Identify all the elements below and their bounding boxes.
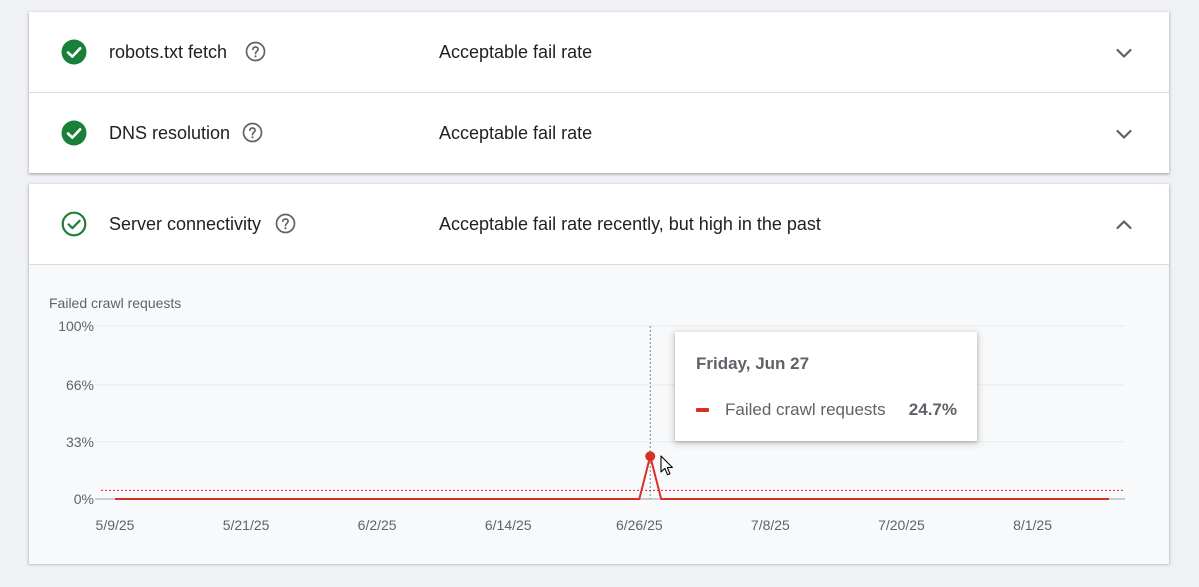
check-status: Acceptable fail rate [439, 42, 593, 62]
x-tick-label: 5/21/25 [223, 517, 270, 533]
check-status: Acceptable fail rate [439, 123, 593, 143]
x-axis-ticks: 5/9/25 5/21/25 6/2/25 6/14/25 6/26/25 7/8/25 7… [96, 517, 1053, 533]
y-tick-label: 0% [74, 491, 94, 507]
x-tick-label: 6/26/25 [616, 517, 663, 533]
check-row-server[interactable]: Server connectivity Acceptable fail rate… [29, 184, 1169, 264]
chevron-down-icon[interactable] [1113, 123, 1135, 145]
check-circle-filled-icon [61, 120, 87, 146]
tooltip-series-swatch [696, 408, 709, 412]
y-axis-ticks: 0% 33% 66% 100% [58, 318, 94, 507]
highlight-point [645, 451, 656, 462]
chevron-up-icon[interactable] [1113, 214, 1135, 236]
check-title: Server connectivity [109, 214, 262, 234]
x-tick-label: 7/20/25 [878, 517, 925, 533]
crawl-checks-card: robots.txt fetch Acceptable fail rate DN… [29, 12, 1169, 173]
check-status: Acceptable fail rate recently, but high … [439, 214, 821, 234]
mouse-pointer-icon [660, 455, 673, 476]
y-tick-label: 33% [66, 434, 94, 450]
x-tick-label: 8/1/25 [1013, 517, 1052, 533]
server-connectivity-card: Server connectivity Acceptable fail rate… [29, 184, 1169, 564]
y-tick-label: 100% [58, 318, 94, 334]
failed-crawl-chart: Failed crawl requests 0% 33% 66% 100% 5/9/2… [29, 264, 1169, 564]
check-row-dns[interactable]: DNS resolution Acceptable fail rate [29, 93, 1169, 173]
tooltip-series-label: Failed crawl requests [725, 400, 886, 419]
y-tick-label: 66% [66, 377, 94, 393]
chart-tooltip: Friday, Jun 27 Failed crawl requests 24.… [675, 332, 977, 441]
tooltip-date: Friday, Jun 27 [696, 354, 810, 373]
check-title: DNS resolution [109, 123, 231, 143]
x-tick-label: 6/14/25 [485, 517, 532, 533]
x-tick-label: 7/8/25 [751, 517, 790, 533]
check-circle-outline-icon [61, 211, 87, 237]
check-row-robots[interactable]: robots.txt fetch Acceptable fail rate [29, 12, 1169, 93]
help-icon[interactable] [275, 213, 296, 234]
help-icon[interactable] [245, 41, 266, 62]
chevron-down-icon[interactable] [1113, 42, 1135, 64]
x-tick-label: 6/2/25 [358, 517, 397, 533]
help-icon[interactable] [242, 122, 263, 143]
x-tick-label: 5/9/25 [96, 517, 135, 533]
chart-title: Failed crawl requests [49, 295, 181, 311]
series-line-failed-crawl-requests [115, 455, 1109, 500]
chart-svg: Failed crawl requests 0% 33% 66% 100% 5/9/2… [49, 295, 1125, 533]
check-title: robots.txt fetch [109, 42, 228, 62]
tooltip-value: 24.7% [908, 400, 957, 419]
check-circle-filled-icon [61, 39, 87, 65]
